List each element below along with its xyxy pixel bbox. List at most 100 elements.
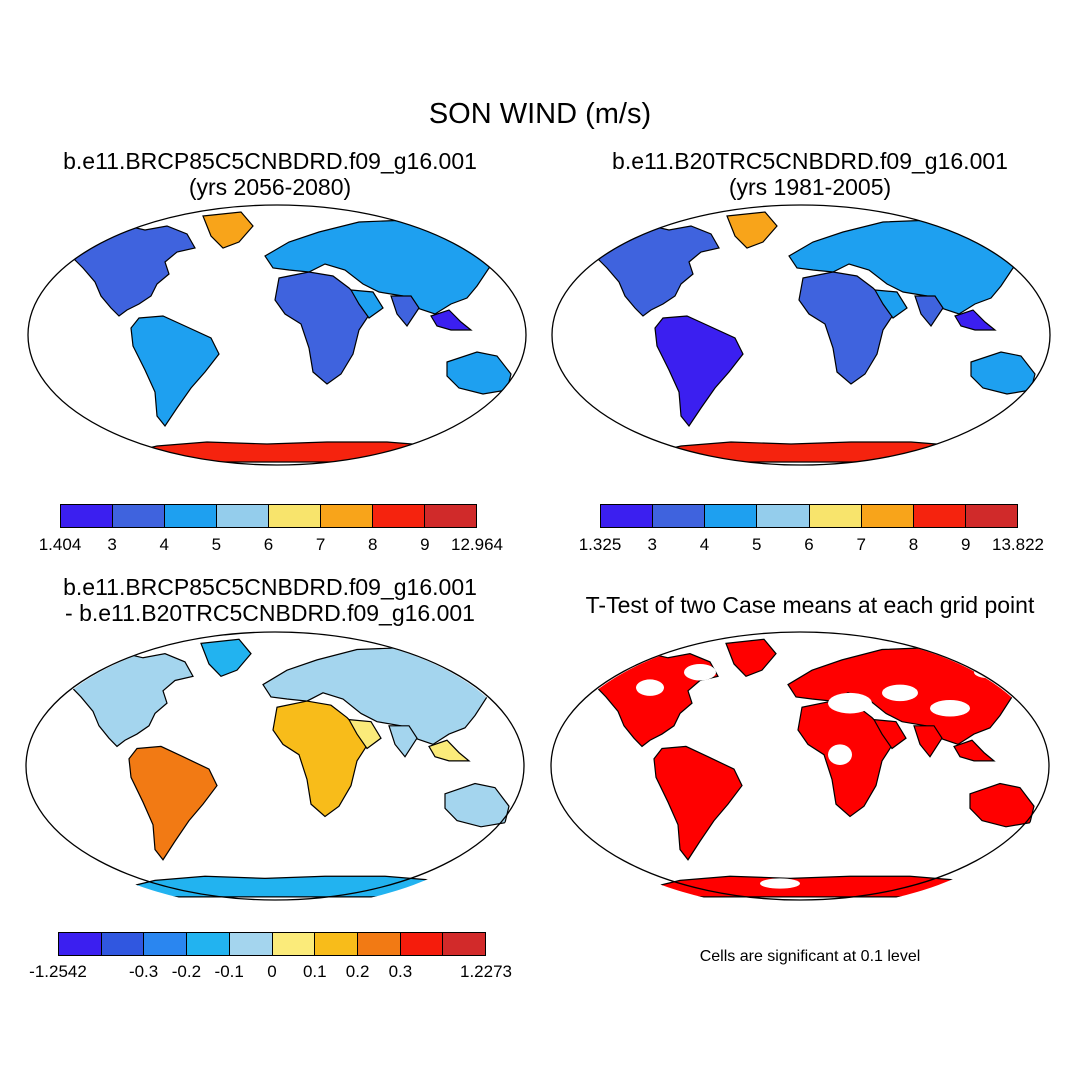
colorbar-swatch [965,505,1017,527]
not-significant-region [636,679,664,696]
landmass-australia [446,351,512,395]
colorbar-swatch [321,505,373,527]
colorbar-tick-label: -0.2 [171,962,202,981]
landmass-antarctica [646,441,978,463]
colorbar-swatch [373,505,425,527]
colorbar-tick-label: 12.964 [451,535,503,554]
landmass-se-asia [954,309,997,331]
colorbar-tick-label: 8 [908,535,919,554]
colorbar-tick-label: 7 [315,535,326,554]
landmass-south-america [130,315,220,428]
panel-3-colorbar-labels: -1.2542 -0.3 -0.2 -0.1 0 0.1 0.2 0.3 1.2273 [29,962,512,982]
landmass-se-asia [428,739,471,762]
colorbar-tick-label: 0.1 [302,962,327,981]
colorbar-tick-label: 9 [961,535,971,554]
significance-note: Cells are significant at 0.1 level [699,948,921,965]
landmass-north-america [66,223,196,317]
colorbar-swatch [269,505,321,527]
landmass-australia [970,351,1036,395]
colorbar-tick-label: -1.2542 [29,962,87,981]
landmass-north-america [590,223,720,317]
panel-3-map [25,631,525,901]
colorbar-tick-label: 6 [263,535,274,554]
colorbar-tick-label: 8 [368,535,378,554]
figure-title: SON WIND (m/s) [428,98,652,130]
landmass-india [390,295,420,328]
landmass-antarctica [645,875,977,898]
colorbar-tick-label: -0.3 [128,962,159,981]
colorbar-swatch [653,505,706,527]
landmass-south-america [654,315,744,428]
panel-4-map [550,631,1050,901]
map-projection-border [551,204,1051,466]
colorbar-tick-label: -0.1 [214,962,244,981]
colorbar-tick-label: 9 [420,535,430,554]
landmass-arabia [872,718,907,750]
landmass-greenland [726,211,778,249]
colorbar-swatch [601,505,654,527]
landmass-south-america [653,745,743,861]
colorbar-tick-label: 0.3 [388,962,413,981]
colorbar-tick-label: 4 [159,535,169,554]
landmass-se-asia [430,309,473,331]
panel-1-title-line1: b.e11.BRCP85C5CNBDRD.f09_g16.001 [63,148,477,174]
colorbar-tick-label: 3 [647,535,657,554]
landmass-india [388,725,418,758]
colorbar-tick-label: 1.404 [38,535,82,554]
panel-3-title-line1: b.e11.BRCP85C5CNBDRD.f09_g16.001 [63,574,477,600]
landmass-arabia [347,718,382,750]
colorbar-tick-label: 5 [211,535,222,554]
colorbar-swatch [144,933,188,955]
not-significant-region [828,692,872,714]
landmass-north-america [64,650,194,748]
colorbar-swatch [425,505,476,527]
colorbar-swatch [443,933,486,955]
panel-2-colorbar-labels: 1.325 3 4 5 6 7 8 9 13.822 [579,535,1044,555]
landmass-se-asia [953,739,996,762]
landmass-africa [274,271,372,385]
colorbar-tick-label: 6 [804,535,814,554]
panel-1-map [27,204,527,466]
landmass-greenland [725,638,777,678]
colorbar-swatch [913,505,966,527]
panel-3-colorbar [58,932,486,956]
map-projection-border [27,204,527,466]
landmass-greenland [202,211,254,249]
panel-2-title-line1: b.e11.B20TRC5CNBDRD.f09_g16.001 [612,148,1008,174]
panel-2-title-line2: (yrs 1981-2005) [728,174,892,200]
not-significant-region [828,744,852,765]
landmass-india [914,295,944,328]
landmass-australia [444,782,510,828]
colorbar-swatch [229,933,273,955]
colorbar-swatch [61,505,113,527]
colorbar-swatch [113,505,165,527]
colorbar-tick-label: 4 [699,535,710,554]
landmass-arabia [873,289,908,319]
colorbar-swatch [165,505,217,527]
map-projection-border [25,631,525,901]
landmass-antarctica [122,441,454,463]
colorbar-tick-label: 5 [752,535,762,554]
colorbar-swatch [59,933,102,955]
panel-1-colorbar-labels: 1.404 3 4 5 6 7 8 9 12.964 [39,535,503,555]
colorbar-swatch [400,933,444,955]
panel-1-colorbar [60,504,477,528]
panel-1-title: b.e11.BRCP85C5CNBDRD.f09_g16.001 (yrs 20… [20,148,520,200]
colorbar-swatch [357,933,401,955]
not-significant-region [760,878,800,889]
landmass-africa [272,700,370,818]
landmass-antarctica [120,875,452,898]
colorbar-swatch [315,933,358,955]
panel-4-title: T-Test of two Case means at each grid po… [585,592,1035,618]
panel-2-map [551,204,1051,466]
panel-2-colorbar [600,504,1018,528]
colorbar-swatch [101,933,145,955]
panel-3-title: b.e11.BRCP85C5CNBDRD.f09_g16.001 - b.e11… [20,574,520,626]
landmass-south-america [128,745,218,861]
colorbar-swatch [705,505,758,527]
landmass-africa [798,271,896,385]
landmass-india [913,725,943,758]
not-significant-region [882,684,918,702]
colorbar-tick-label: 1.2273 [460,962,512,981]
landmass-arabia [349,289,384,319]
